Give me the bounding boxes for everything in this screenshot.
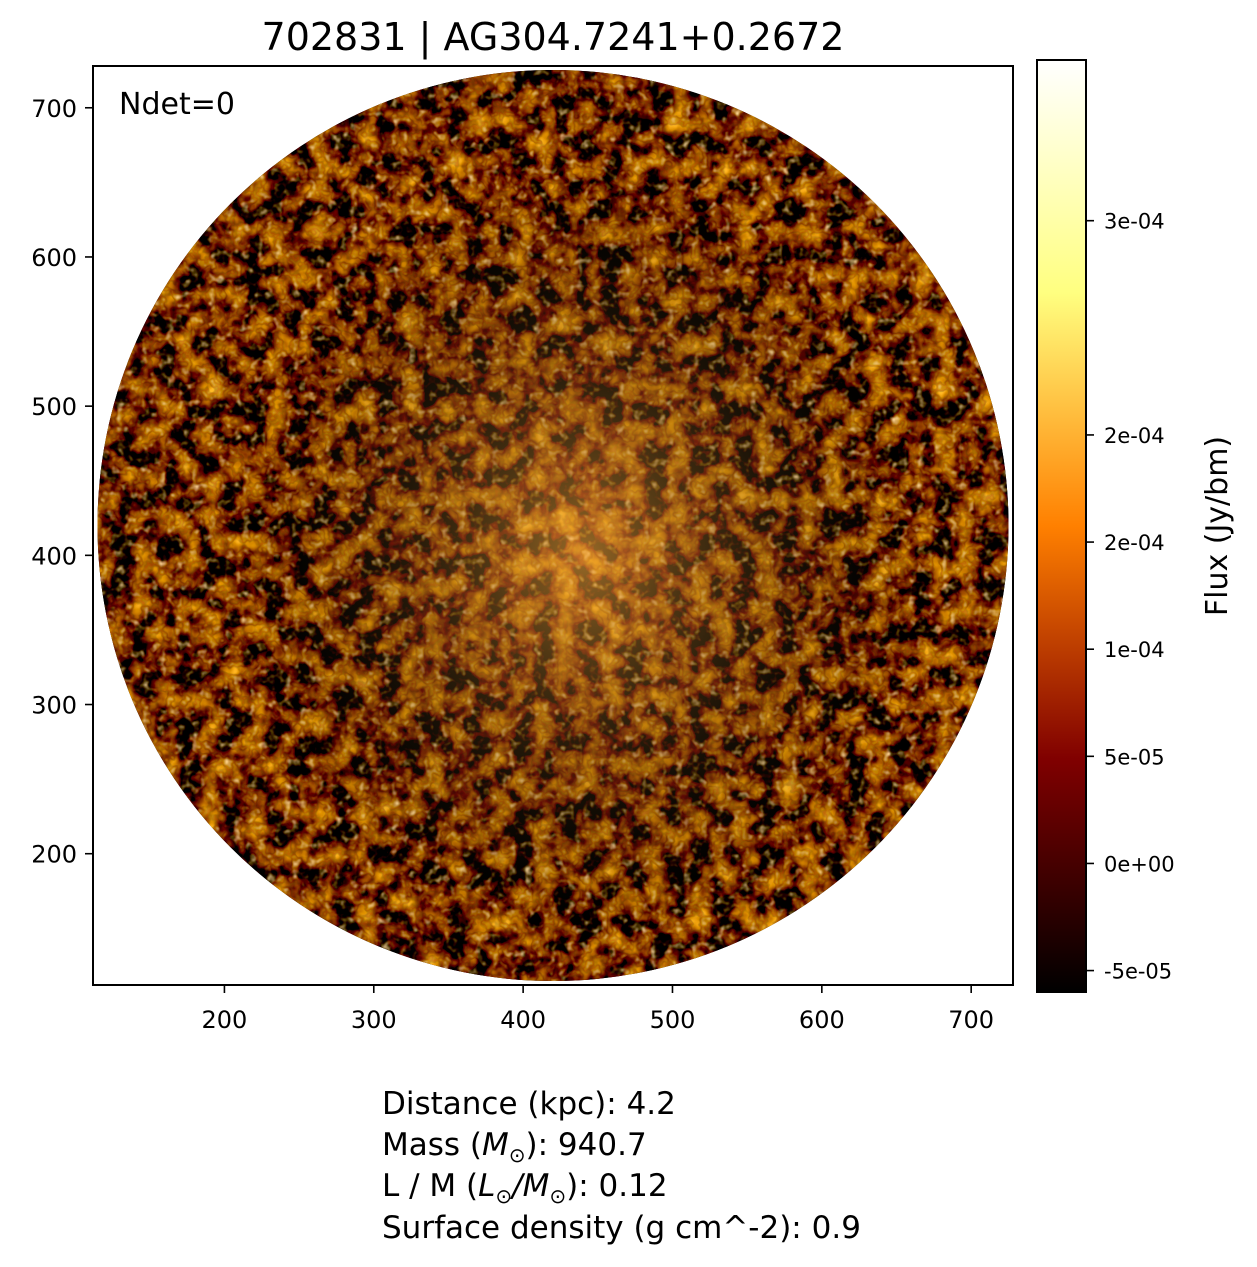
x-tick-label: 300 (351, 1006, 397, 1034)
x-tick-label: 400 (500, 1006, 546, 1034)
mass-label: Mass ( (382, 1127, 482, 1163)
lm-unit-m-sub: ⊙ (549, 1184, 567, 1209)
y-tick-label: 400 (31, 542, 77, 570)
lm-unit-m: M (522, 1168, 550, 1204)
colorbar: -5e-05 0e+00 5e-05 1e-04 2e-04 2e-04 3e-04 Flu… (1036, 59, 1235, 993)
distance-line: Distance (kpc): 4.2 (382, 1084, 676, 1125)
plot-area: Ndet=0 200 300 400 500 600 700 200 300 400 500 60… (31, 65, 1014, 1034)
mass-value: 940.7 (557, 1127, 647, 1163)
flux-image (97, 69, 1009, 982)
lm-label: L / M ( (382, 1168, 479, 1204)
distance-value: 4.2 (626, 1086, 676, 1122)
colorbar-tick-label: 3e-04 (1104, 210, 1165, 234)
ndet-annotation: Ndet=0 (119, 87, 235, 122)
lm-slash: / (512, 1168, 523, 1204)
colorbar-tick-label: 0e+00 (1104, 852, 1175, 876)
lm-value: 0.12 (598, 1168, 668, 1204)
surface-density-value: 0.9 (811, 1210, 861, 1246)
x-tick-label: 700 (948, 1006, 994, 1034)
lm-suffix: ): (566, 1168, 599, 1204)
y-tick-label: 200 (31, 841, 77, 869)
x-tick-label: 200 (202, 1006, 248, 1034)
lm-unit-l-sub: ⊙ (495, 1184, 513, 1209)
colorbar-gradient (1036, 59, 1087, 993)
mass-suffix: ): (525, 1127, 558, 1163)
y-tick-label: 500 (31, 393, 77, 421)
colorbar-tick-label: 2e-04 (1104, 424, 1165, 448)
chart-title: 702831 | AG304.7241+0.2672 (262, 15, 845, 60)
y-axis: 200 300 400 500 600 700 (31, 95, 93, 869)
colorbar-tick-label: 2e-04 (1104, 531, 1165, 555)
x-axis: 200 300 400 500 600 700 (202, 985, 994, 1034)
lm-unit-l: L (478, 1168, 496, 1204)
mass-unit: M (482, 1127, 509, 1163)
lm-line: L / M (L⊙/M⊙): 0.12 (382, 1166, 668, 1217)
y-tick-label: 600 (31, 244, 77, 272)
mass-line: Mass (M⊙): 940.7 (382, 1125, 647, 1176)
surface-density-label: Surface density (g cm^-2): (382, 1210, 812, 1246)
colorbar-label: Flux (Jy/bm) (1200, 436, 1235, 616)
x-tick-label: 600 (799, 1006, 845, 1034)
y-tick-label: 700 (31, 95, 77, 123)
surface-density-line: Surface density (g cm^-2): 0.9 (382, 1208, 861, 1249)
x-tick-label: 500 (650, 1006, 696, 1034)
colorbar-tick-label: 5e-05 (1104, 745, 1165, 769)
axes-frame (92, 65, 1014, 986)
colorbar-tick-label: -5e-05 (1104, 960, 1172, 984)
y-tick-label: 300 (31, 692, 77, 720)
colorbar-tick-label: 1e-04 (1104, 638, 1165, 662)
colorbar-ticks: -5e-05 0e+00 5e-05 1e-04 2e-04 2e-04 3e-04 (1086, 210, 1175, 984)
mass-unit-sub: ⊙ (508, 1143, 526, 1168)
distance-label: Distance (kpc): (382, 1086, 627, 1122)
